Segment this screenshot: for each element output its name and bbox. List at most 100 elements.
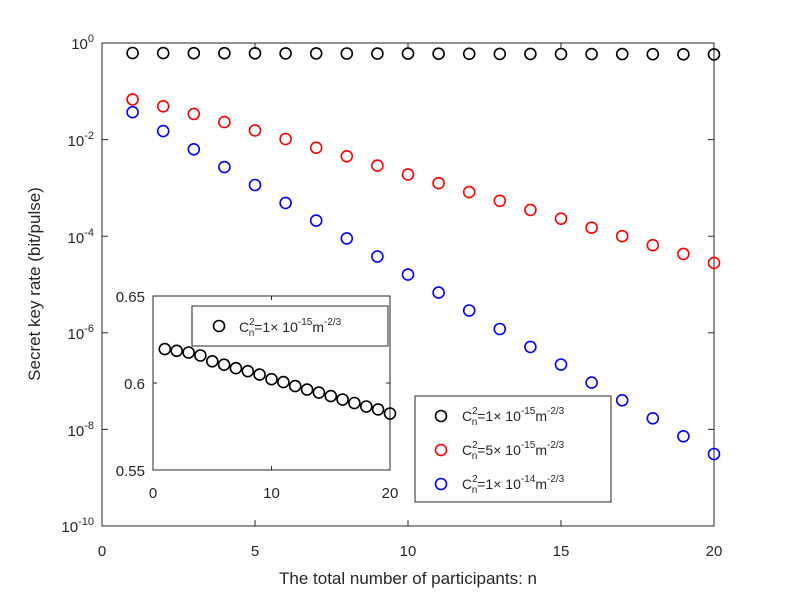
inset-x-tick-label: 10 — [263, 485, 280, 502]
data-point-series-2 — [401, 168, 415, 181]
data-point-series-3 — [432, 286, 445, 299]
data-point-series-2 — [554, 212, 568, 225]
data-point-series-2 — [309, 141, 323, 154]
inset-data-point — [241, 364, 255, 378]
legend-entry: C2 n=1× 10-15m-2/3 — [462, 406, 565, 428]
data-point-series-1 — [279, 47, 292, 60]
inset-data-point — [359, 400, 373, 413]
y-tick-label: 10-4 — [68, 227, 94, 247]
data-point-series-1 — [340, 47, 354, 60]
legend-marker-black — [434, 409, 448, 423]
data-point-series-3 — [248, 178, 262, 192]
inset-x-tick-labels: 0 10 20 — [149, 485, 399, 502]
inset-x-tick-label: 0 — [149, 485, 157, 502]
data-point-series-2 — [462, 185, 476, 199]
data-point-series-2 — [677, 247, 690, 261]
inset-x-tick-label: 20 — [382, 485, 399, 502]
inset-ticks — [152, 295, 391, 471]
data-point-series-3 — [554, 358, 568, 371]
data-point-series-2 — [615, 229, 629, 243]
data-point-series-1 — [248, 46, 262, 60]
main-data-points — [126, 46, 721, 461]
y-axis-label: Secret key rate (bit/pulse) — [25, 187, 44, 381]
x-tick-label: 0 — [98, 543, 106, 560]
inset-data-point — [206, 354, 219, 368]
data-point-series-1 — [646, 47, 660, 61]
inset-data-point — [229, 361, 243, 375]
main-legend: C2 n=1× 10-15m-2/3 C2 n=5× 10-15m-2/3 C2 n=… — [414, 395, 612, 503]
y-tick-label: 10-2 — [68, 130, 94, 150]
inset-data-point — [288, 379, 302, 393]
data-point-series-1 — [462, 47, 476, 61]
data-point-series-1 — [187, 46, 201, 60]
inset-legend-entry: C2 n=1× 10-15m-2/3 — [239, 317, 342, 339]
data-point-series-2 — [279, 132, 292, 146]
data-point-series-3 — [707, 447, 721, 461]
data-point-series-2 — [493, 194, 507, 208]
main-x-tick-labels: 0 5 10 15 20 — [98, 543, 723, 560]
data-point-series-3 — [279, 196, 292, 210]
inset-data-point — [253, 368, 266, 381]
data-point-series-3 — [646, 411, 660, 425]
data-point-series-3 — [585, 376, 598, 389]
data-point-series-1 — [585, 47, 598, 61]
inset-data-point — [182, 346, 195, 359]
data-point-series-1 — [371, 47, 384, 60]
data-point-series-2 — [187, 107, 201, 121]
data-point-series-1 — [554, 47, 568, 61]
main-y-tick-labels: 100 10-2 10-4 10-6 10-8 10-10 — [61, 33, 94, 536]
inset-data-point — [312, 386, 326, 399]
data-point-series-1 — [218, 46, 231, 60]
data-point-series-2 — [646, 238, 660, 252]
data-point-series-3 — [309, 214, 323, 227]
data-point-series-3 — [340, 232, 354, 245]
inset-data-point — [170, 344, 183, 358]
inset-y-tick-labels: 0.55 0.6 0.65 — [116, 289, 145, 480]
data-point-series-2 — [371, 159, 384, 172]
inset-data-point — [158, 342, 172, 356]
x-tick-label: 10 — [400, 543, 417, 560]
data-point-series-1 — [432, 47, 445, 61]
data-point-series-3 — [493, 322, 507, 336]
data-point-series-2 — [248, 124, 262, 137]
data-point-series-3 — [187, 143, 201, 156]
data-point-series-2 — [126, 93, 139, 106]
data-point-series-3 — [615, 393, 629, 407]
data-point-series-3 — [462, 304, 476, 317]
inset-data-point — [265, 372, 278, 386]
inset-data-point — [371, 403, 385, 416]
inset-data-point — [217, 358, 231, 372]
data-point-series-1 — [677, 47, 690, 61]
legend-entry: C2 n=5× 10-15m-2/3 — [462, 440, 565, 462]
data-point-series-3 — [218, 160, 231, 174]
data-point-series-3 — [677, 429, 690, 443]
data-point-series-2 — [585, 221, 598, 234]
x-tick-label: 5 — [251, 543, 259, 560]
data-point-series-1 — [493, 47, 507, 61]
inset-data-point — [324, 389, 338, 403]
data-point-series-2 — [432, 176, 445, 190]
data-point-series-1 — [156, 46, 170, 60]
y-tick-label: 10-6 — [68, 323, 94, 343]
inset-data-points — [158, 342, 397, 420]
data-point-series-3 — [371, 250, 384, 263]
inset-data-point — [300, 383, 314, 396]
inset-legend: C2 n=1× 10-15m-2/3 — [191, 305, 389, 347]
data-point-series-3 — [156, 124, 170, 138]
inset-y-tick-label: 0.65 — [116, 289, 145, 306]
inset-data-point — [383, 407, 397, 420]
inset-legend-marker — [212, 319, 226, 333]
data-point-series-2 — [707, 256, 721, 270]
data-point-series-3 — [401, 268, 415, 281]
x-axis-label: The total number of participants: n — [279, 569, 537, 588]
legend-entry: C2 n=1× 10-14m-2/3 — [462, 474, 565, 496]
inset-data-point — [277, 375, 290, 389]
data-point-series-1 — [126, 46, 139, 60]
y-tick-label: 100 — [71, 33, 94, 53]
inset-data-point — [194, 349, 207, 362]
inset-y-tick-label: 0.55 — [116, 463, 145, 480]
data-point-series-2 — [524, 203, 537, 217]
data-point-series-1 — [615, 47, 629, 61]
x-tick-label: 15 — [553, 543, 570, 560]
